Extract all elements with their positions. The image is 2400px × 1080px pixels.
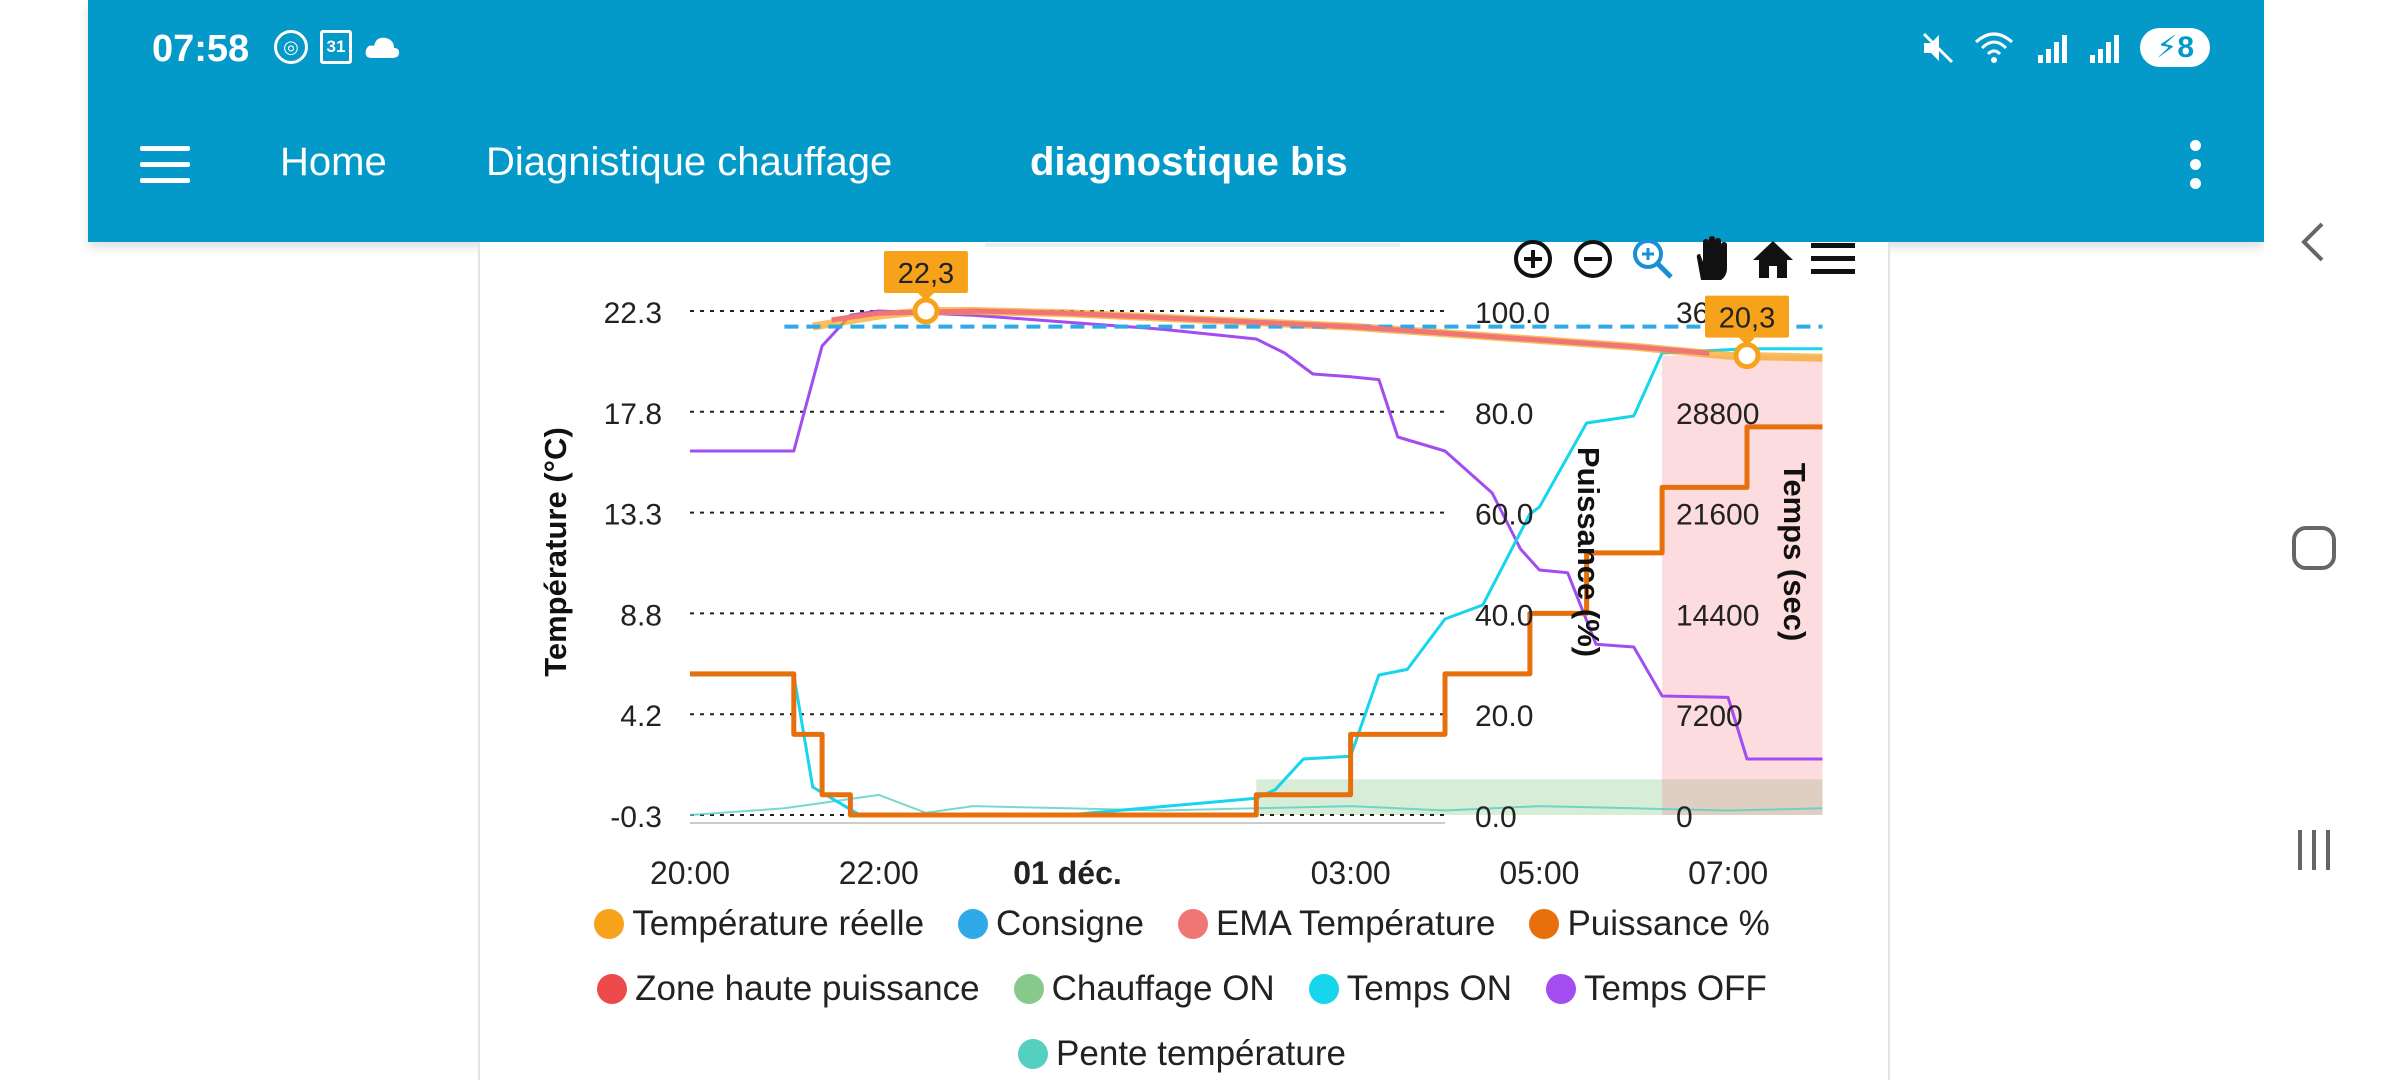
legend-label: Zone haute puissance [635, 969, 980, 1008]
legend-label: Température réelle [632, 904, 925, 943]
calendar-icon: 31 [320, 30, 352, 64]
status-icons: ◎ 31 [274, 30, 400, 64]
legend-label: Temps OFF [1584, 969, 1767, 1008]
cloud-icon [365, 37, 400, 58]
legend-label: Puissance % [1567, 904, 1770, 943]
chart-toolbar [1510, 236, 1856, 282]
home-button-icon[interactable] [2264, 500, 2400, 590]
chart-menu-icon[interactable] [1810, 236, 1856, 282]
legend-swatch [1308, 974, 1339, 1004]
navigation-bar [2264, 0, 2400, 1080]
browser-icon: ◎ [274, 30, 308, 64]
signal-icon [2090, 34, 2120, 63]
pan-hand-icon[interactable] [1690, 236, 1736, 282]
battery-indicator: ⚡8 [2140, 28, 2210, 67]
legend-label: Consigne [996, 904, 1144, 943]
legend-label: Temps ON [1346, 969, 1513, 1008]
status-right: ⚡8 [1920, 28, 2210, 67]
zoom-out-icon[interactable] [1570, 236, 1616, 282]
status-time: 07:58 [152, 28, 250, 70]
wifi-icon [1975, 32, 2014, 63]
legend-item[interactable]: Température réelle [594, 904, 924, 944]
chart-card [478, 242, 1890, 1080]
legend-swatch [597, 974, 628, 1004]
legend-item[interactable]: Zone haute puissance [597, 969, 980, 1009]
app-bar: 07:58 ◎ 31 ⚡8 Home Diagnistique chauffag… [88, 0, 2264, 242]
zoom-in-icon[interactable] [1510, 236, 1556, 282]
legend-item[interactable]: Temps ON [1308, 969, 1513, 1009]
legend-item[interactable]: EMA Température [1177, 904, 1496, 944]
selection-zoom-icon[interactable] [1630, 236, 1676, 282]
tab-diagnostique-bis[interactable]: diagnostique bis [1030, 140, 1348, 184]
mute-icon [1923, 32, 1954, 63]
back-icon[interactable] [2264, 196, 2400, 286]
legend-swatch [594, 909, 625, 939]
signal-icon [2038, 34, 2068, 63]
legend-row-1: Température réelle Consigne EMA Températur… [478, 904, 1886, 944]
legend-item[interactable]: Puissance % [1529, 904, 1770, 944]
legend-swatch [1018, 1039, 1049, 1069]
legend-item[interactable]: Temps OFF [1546, 969, 1767, 1009]
legend-swatch [958, 909, 989, 939]
legend-swatch [1546, 974, 1577, 1004]
reset-home-icon[interactable] [1750, 236, 1796, 282]
legend-label: EMA Température [1215, 904, 1496, 943]
toolbar: Home Diagnistique chauffage diagnostique… [88, 110, 2264, 220]
hamburger-menu-icon[interactable] [140, 146, 190, 184]
legend-row-2: Zone haute puissance Chauffage ON Temps ON… [478, 969, 1886, 1009]
legend-swatch [1529, 909, 1560, 939]
legend-swatch [1177, 909, 1208, 939]
legend-item[interactable]: Pente température [1018, 1034, 1346, 1074]
tab-diagnistique-chauffage[interactable]: Diagnistique chauffage [486, 140, 893, 184]
tab-home[interactable]: Home [280, 140, 387, 184]
legend-item[interactable]: Chauffage ON [1013, 969, 1275, 1009]
legend-row-3: Pente température [478, 1034, 1886, 1074]
battery-level: 8 [2177, 31, 2194, 64]
tab-indicator [985, 243, 1400, 247]
legend-swatch [1013, 974, 1044, 1004]
overflow-menu-icon[interactable] [2188, 140, 2202, 190]
legend-item[interactable]: Consigne [958, 904, 1144, 944]
legend-label: Pente température [1056, 1034, 1346, 1073]
recent-apps-icon[interactable] [2264, 804, 2400, 894]
legend-label: Chauffage ON [1051, 969, 1275, 1008]
